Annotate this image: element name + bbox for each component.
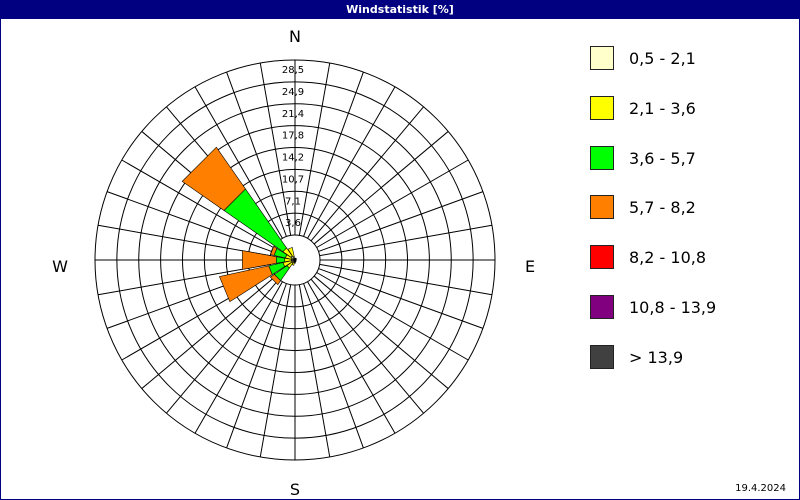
wind-sector-w-bin-3: [242, 250, 277, 270]
grid-spoke: [313, 275, 449, 389]
legend-swatch: [590, 95, 614, 120]
chart-title: Windstatistik [%]: [1, 1, 799, 19]
grid-spoke: [106, 191, 272, 252]
legend-label: 0,5 - 2,1: [629, 49, 696, 68]
grid-spoke: [298, 62, 331, 236]
wind-sector-wnw-bin-3: [269, 245, 278, 256]
legend-label: 8,2 - 10,8: [629, 248, 707, 268]
grid-spoke: [310, 106, 424, 242]
grid-spoke: [319, 263, 493, 296]
grid-spoke: [226, 283, 287, 449]
legend-swatch: [590, 344, 614, 369]
legend-item: 3,6 - 5,7: [590, 145, 790, 172]
grid-spoke: [303, 283, 364, 449]
grid-spoke: [166, 278, 280, 414]
legend-swatch: [590, 245, 614, 270]
direction-label-s: S: [290, 480, 300, 499]
grid-spoke: [97, 224, 271, 257]
legend-label: 5,7 - 8,2: [629, 198, 696, 218]
polar-grid: [94, 59, 496, 461]
legend-swatch: [590, 195, 614, 220]
legend-label: > 13,9: [629, 347, 684, 367]
legend-item: 8,2 - 10,8: [590, 245, 790, 271]
grid-spoke: [194, 281, 283, 434]
direction-label-w: W: [52, 257, 68, 276]
legend-swatch: [590, 46, 614, 70]
direction-label-n: N: [289, 27, 301, 46]
grid-spoke: [307, 86, 396, 239]
grid-spoke: [313, 131, 449, 245]
ring-label: 3,6: [285, 218, 301, 229]
wind-sectors: [181, 146, 297, 303]
legend-label: 3,6 - 5,7: [629, 148, 696, 168]
legend-item: 5,7 - 8,2: [590, 195, 790, 221]
grid-spoke: [319, 224, 493, 257]
wind-sector-sw-bin-3: [269, 274, 281, 286]
ring-label: 28,5: [282, 65, 304, 76]
ring-label: 14,2: [282, 153, 304, 164]
legend-item: > 13,9: [590, 344, 790, 371]
wind-sector-nw-bin-3: [181, 146, 246, 211]
grid-spoke: [259, 284, 292, 458]
legend-label: 10,8 - 13,9: [629, 298, 717, 317]
legend-swatch: [590, 295, 614, 319]
legend-item: 2,1 - 3,6: [590, 95, 790, 122]
wind-sector-wsw-bin-3: [219, 265, 273, 303]
legend-swatch: [590, 145, 614, 170]
grid-spoke: [141, 275, 277, 389]
grid-spoke: [318, 191, 484, 252]
grid-spoke: [318, 268, 484, 329]
ring-label: 21,4: [282, 109, 304, 120]
ring-label: 7,1: [285, 196, 301, 207]
grid-spoke: [97, 263, 271, 296]
grid-spoke: [121, 159, 274, 248]
grid-spoke: [316, 272, 469, 361]
ring-labels: 3,6 7,1 10,7 14,2 17,8 21,4 24,9 28,5: [282, 65, 304, 229]
grid-spoke: [226, 71, 287, 237]
direction-label-e: E: [525, 257, 535, 276]
date-stamp: 19.4.2024: [735, 483, 786, 494]
wind-sector-nnw-bin-1: [287, 246, 295, 258]
ring-label: 17,8: [282, 131, 304, 142]
legend-item: 10,8 - 13,9: [590, 295, 790, 321]
legend-label: 2,1 - 3,6: [629, 98, 696, 118]
direction-labels: N E S W: [52, 27, 535, 499]
ring-label: 24,9: [282, 87, 304, 98]
grid-spoke: [259, 62, 292, 236]
ring-label: 10,7: [282, 174, 304, 185]
grid-spoke: [316, 159, 469, 248]
legend-item: 0,5 - 2,1: [590, 46, 790, 72]
grid-spoke: [310, 278, 424, 414]
grid-spoke: [194, 86, 283, 239]
grid-spoke: [298, 284, 331, 458]
grid-spoke: [307, 281, 396, 434]
grid-spoke: [303, 71, 364, 237]
